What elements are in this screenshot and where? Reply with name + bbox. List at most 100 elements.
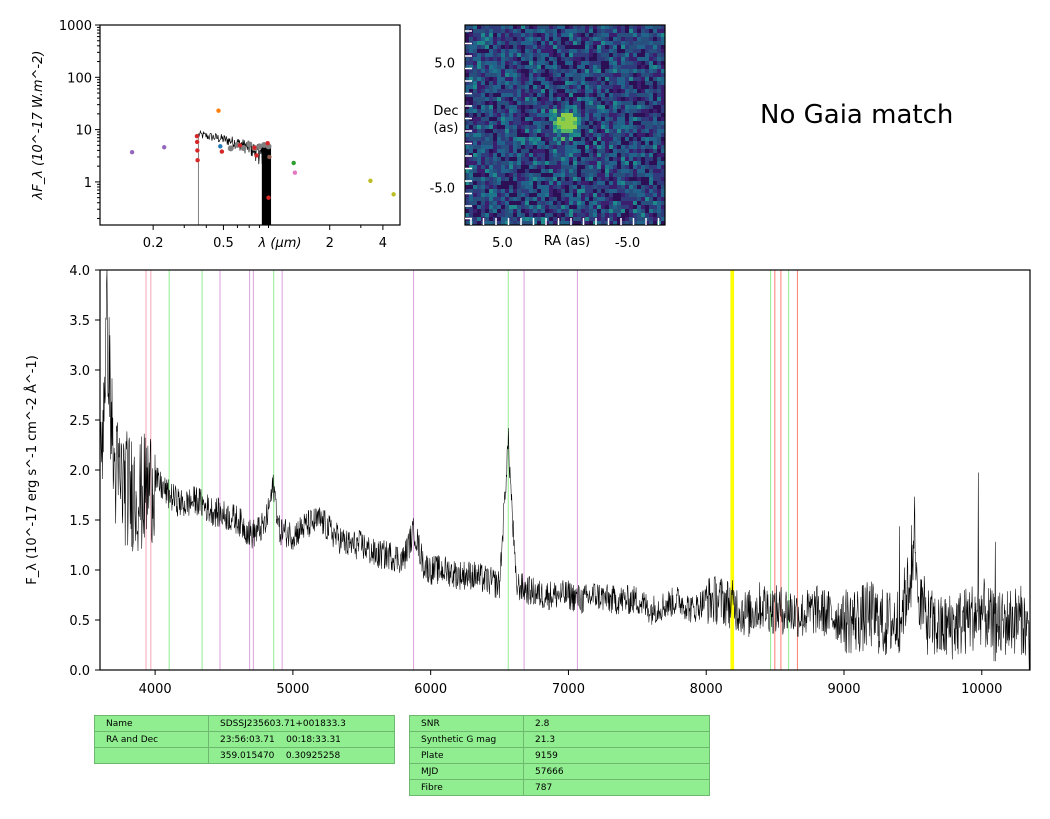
- image-pixel: [549, 117, 554, 122]
- image-pixel: [641, 33, 646, 38]
- image-pixel: [585, 85, 590, 90]
- image-pixel: [609, 101, 614, 106]
- image-pixel: [501, 201, 506, 206]
- image-pixel: [573, 149, 578, 154]
- image-pixel: [625, 133, 630, 138]
- image-pixel: [649, 145, 654, 150]
- image-pixel: [501, 69, 506, 74]
- image-pixel: [633, 81, 638, 86]
- image-pixel: [469, 113, 474, 118]
- image-pixel: [561, 177, 566, 182]
- image-pixel: [537, 121, 542, 126]
- image-pixel: [537, 217, 542, 222]
- image-pixel: [653, 177, 658, 182]
- image-pixel: [593, 165, 598, 170]
- image-pixel: [481, 77, 486, 82]
- image-pixel: [517, 181, 522, 186]
- image-pixel: [597, 205, 602, 210]
- image-pixel: [553, 145, 558, 150]
- image-pixel: [501, 117, 506, 122]
- sed-ylabel: λF_λ (10^-17 W.m^-2): [31, 51, 46, 201]
- image-pixel: [561, 61, 566, 66]
- image-pixel: [597, 213, 602, 218]
- image-pixel: [601, 61, 606, 66]
- image-pixel: [561, 109, 566, 114]
- image-pixel: [621, 109, 626, 114]
- image-pixel: [573, 213, 578, 218]
- image-pixel: [465, 189, 470, 194]
- image-pixel: [613, 97, 618, 102]
- image-pixel: [545, 149, 550, 154]
- image-pixel: [661, 149, 666, 154]
- image-pixel: [513, 29, 518, 34]
- sed-xtick-label: 2: [326, 236, 334, 251]
- image-pixel: [653, 185, 658, 190]
- image-pixel: [509, 81, 514, 86]
- image-pixel: [661, 141, 666, 146]
- image-pixel: [501, 41, 506, 46]
- image-pixel: [589, 205, 594, 210]
- image-pixel: [621, 29, 626, 34]
- image-pixel: [617, 37, 622, 42]
- image-pixel: [597, 129, 602, 134]
- image-pixel: [605, 137, 610, 142]
- image-pixel: [549, 221, 554, 226]
- image-pixel: [645, 69, 650, 74]
- image-pixel: [517, 69, 522, 74]
- image-pixel: [521, 97, 526, 102]
- image-pixel: [561, 81, 566, 86]
- image-pixel: [649, 93, 654, 98]
- image-pixel: [501, 33, 506, 38]
- image-pixel: [641, 25, 646, 30]
- image-pixel: [517, 177, 522, 182]
- image-pixel: [537, 129, 542, 134]
- image-pixel: [513, 113, 518, 118]
- image-pixel: [477, 73, 482, 78]
- image-pixel: [517, 121, 522, 126]
- image-pixel: [621, 81, 626, 86]
- image-pixel: [565, 77, 570, 82]
- image-pixel: [617, 53, 622, 58]
- image-pixel: [529, 113, 534, 118]
- image-pixel: [493, 133, 498, 138]
- image-pixel: [617, 189, 622, 194]
- image-pixel: [481, 173, 486, 178]
- image-pixel: [661, 201, 666, 206]
- image-pixel: [661, 29, 666, 34]
- image-pixel: [521, 117, 526, 122]
- image-pixel: [625, 81, 630, 86]
- image-pixel: [525, 41, 530, 46]
- image-pixel: [553, 153, 558, 158]
- image-pixel: [485, 181, 490, 186]
- image-pixel: [553, 89, 558, 94]
- image-pixel: [481, 201, 486, 206]
- image-pixel: [545, 137, 550, 142]
- image-pixel: [641, 217, 646, 222]
- image-pixel: [645, 145, 650, 150]
- image-pixel: [557, 69, 562, 74]
- image-pixel: [629, 29, 634, 34]
- image-pixel: [609, 61, 614, 66]
- image-pixel: [609, 77, 614, 82]
- image-pixel: [629, 153, 634, 158]
- image-pixel: [633, 197, 638, 202]
- image-pixel: [597, 57, 602, 62]
- image-pixel: [657, 169, 662, 174]
- image-pixel: [613, 189, 618, 194]
- sed-photometry-point: [292, 170, 298, 175]
- image-pixel: [501, 165, 506, 170]
- image-pixel: [565, 213, 570, 218]
- image-pixel: [529, 85, 534, 90]
- image-pixel: [569, 205, 574, 210]
- image-pixel: [577, 205, 582, 210]
- image-pixel: [541, 157, 546, 162]
- image-pixel: [617, 133, 622, 138]
- image-pixel: [513, 37, 518, 42]
- image-pixel: [513, 49, 518, 54]
- image-pixel: [477, 29, 482, 34]
- image-pixel: [593, 125, 598, 130]
- image-pixel: [569, 165, 574, 170]
- image-pixel: [545, 145, 550, 150]
- image-pixel: [645, 221, 650, 226]
- image-pixel: [469, 49, 474, 54]
